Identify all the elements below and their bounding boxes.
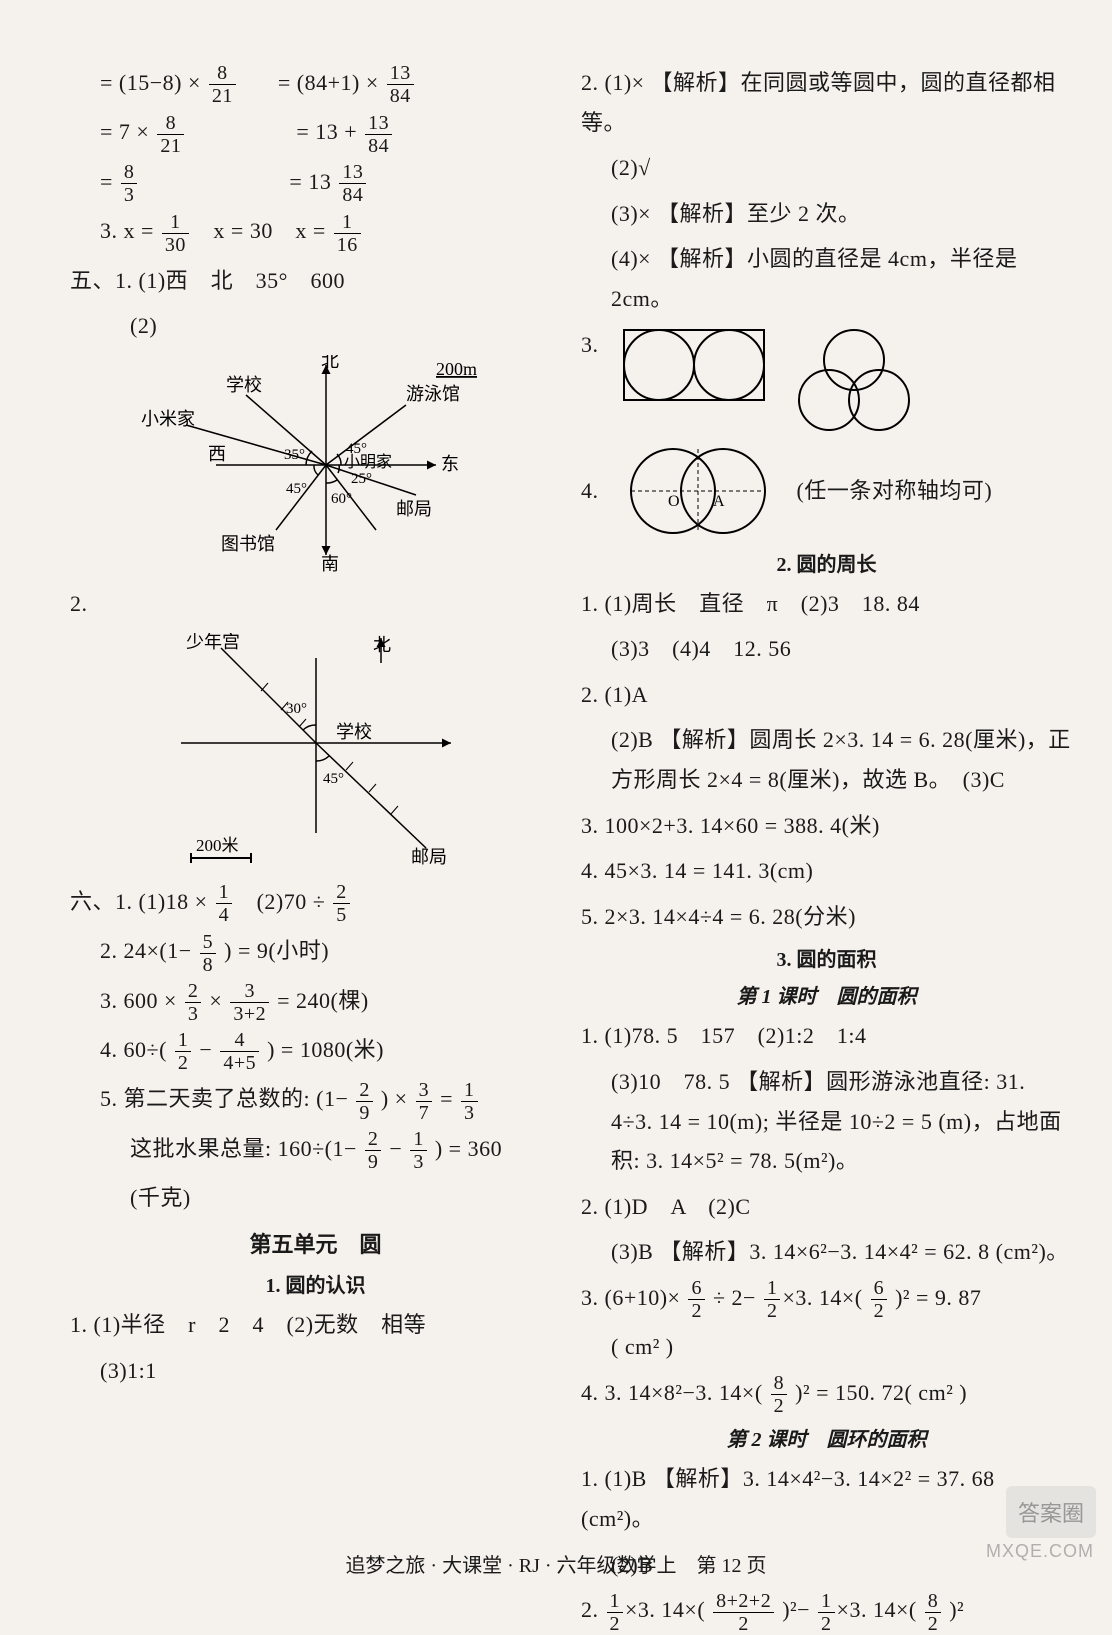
svg-text:东: 东	[441, 454, 459, 474]
svg-text:西: 西	[208, 444, 226, 464]
five-1: 五、1. (1)西 北 35° 600	[70, 261, 561, 301]
svg-text:邮局: 邮局	[411, 847, 447, 867]
svg-text:学校: 学校	[226, 375, 262, 395]
c3: 3. 100×2+3. 14×60 = 388. 4(米)	[581, 806, 1072, 846]
r3-row: 3.	[581, 325, 1072, 435]
u1-1b: (3)1:1	[70, 1351, 561, 1391]
watermark-text: MXQE.COM	[986, 1541, 1094, 1562]
svg-text:学校: 学校	[336, 722, 372, 742]
five-1b: (2)	[70, 306, 561, 346]
svg-text:30°: 30°	[286, 701, 307, 717]
a2-1: 2. (1)D A (2)C	[581, 1187, 1072, 1227]
svg-text:O: O	[668, 493, 680, 510]
a4: 4. 3. 14×8²−3. 14×( 82 )² = 150. 72( cm²…	[581, 1373, 1072, 1416]
svg-text:45°: 45°	[286, 481, 307, 497]
unit-5-title: 第五单元 圆	[70, 1227, 561, 1259]
r2-3: (3)× 【解析】至少 2 次。	[581, 194, 1072, 234]
watermark-badge: 答案圈	[1006, 1486, 1096, 1538]
r4-row: 4. O A (任一条对称轴均可)	[581, 441, 1072, 541]
sec-3a-title: 第 1 课时 圆的面积	[581, 980, 1072, 1009]
eq-row-3: = 83 = 13 1384	[70, 162, 561, 205]
eq-row-2: = 7 × 821 = 13 + 1384	[70, 112, 561, 155]
svg-text:200m: 200m	[436, 359, 477, 379]
vesica-diagram: O A	[613, 441, 783, 541]
c1-2: (3)3 (4)4 12. 56	[581, 629, 1072, 669]
a1-1: 1. (1)78. 5 157 (2)1:2 1:4	[581, 1016, 1072, 1056]
svg-text:图书馆: 图书馆	[221, 534, 275, 554]
left-column: = (15−8) × 821 = (84+1) × 1384 = 7 × 821…	[70, 60, 561, 1550]
svg-text:北: 北	[373, 635, 391, 655]
svg-text:60°: 60°	[331, 491, 352, 507]
q3: 3. x = 130 x = 30 x = 116	[70, 211, 561, 254]
sec-2-title: 2. 圆的周长	[581, 548, 1072, 577]
sec-1-title: 1. 圆的认识	[70, 1269, 561, 1298]
c5: 5. 2×3. 14×4÷4 = 6. 28(分米)	[581, 897, 1072, 937]
circles-in-rect-icon	[619, 325, 769, 405]
r4-note: (任一条对称轴均可)	[797, 471, 993, 511]
sec-3b-title: 第 2 课时 圆环的面积	[581, 1423, 1072, 1452]
a3b: ( cm² )	[581, 1327, 1072, 1367]
six-2: 2. 24×(1− 58 ) = 9(小时)	[70, 931, 561, 974]
svg-text:25°: 25°	[351, 471, 372, 487]
u1-1: 1. (1)半径 r 2 4 (2)无数 相等	[70, 1305, 561, 1345]
svg-text:邮局: 邮局	[396, 499, 432, 519]
c1-1: 1. (1)周长 直径 π (2)3 18. 84	[581, 584, 1072, 624]
b2: 2. 12×3. 14×( 8+2+22 )²− 12×3. 14×( 82 )…	[581, 1590, 1072, 1633]
r2-2: (2)√	[581, 148, 1072, 188]
three-circles-icon	[789, 325, 919, 435]
six-1: 六、1. (1)18 × 14 (2)70 ÷ 25	[70, 882, 561, 925]
svg-text:35°: 35°	[284, 447, 305, 463]
svg-text:200米: 200米	[196, 836, 239, 855]
six-5c: (千克)	[70, 1178, 561, 1218]
direction-diagram-1: 北 南 东 西 学校 小米家 游泳馆 小明家 邮局 图书馆 200m 35° 4…	[126, 355, 506, 575]
svg-text:少年宫: 少年宫	[186, 633, 240, 652]
c2-2: (2)B 【解析】圆周长 2×3. 14 = 6. 28(厘米)，正方形周长 2…	[581, 720, 1072, 799]
direction-diagram-2: 北 少年宫 学校 邮局 30° 45° 200米	[151, 633, 481, 873]
six-3: 3. 600 × 23 × 33+2 = 240(棵)	[70, 981, 561, 1024]
six-5b: 这批水果总量: 160÷(1− 29 − 13 ) = 360	[70, 1129, 561, 1172]
svg-text:小米家: 小米家	[141, 409, 195, 429]
page-footer: 追梦之旅 · 大课堂 · RJ · 六年级数学上 第 12 页	[0, 1549, 1112, 1578]
c2-1: 2. (1)A	[581, 675, 1072, 715]
a2-2: (3)B 【解析】3. 14×6²−3. 14×4² = 62. 8 (cm²)…	[581, 1232, 1072, 1272]
svg-text:45°: 45°	[323, 771, 344, 787]
c4: 4. 45×3. 14 = 141. 3(cm)	[581, 851, 1072, 891]
svg-text:A: A	[713, 493, 725, 510]
svg-text:游泳馆: 游泳馆	[406, 384, 460, 404]
r2-1: 2. (1)× 【解析】在同圆或等圆中，圆的直径都相等。	[581, 63, 1072, 142]
r2-4: (4)× 【解析】小圆的直径是 4cm，半径是 2cm。	[581, 239, 1072, 318]
right-column: 2. (1)× 【解析】在同圆或等圆中，圆的直径都相等。 (2)√ (3)× 【…	[581, 60, 1072, 1550]
a3: 3. (6+10)× 62 ÷ 2− 12×3. 14×( 62 )² = 9.…	[581, 1278, 1072, 1321]
a1-2: (3)10 78. 5 【解析】圆形游泳池直径: 31. 4÷3. 14 = 1…	[581, 1062, 1072, 1181]
six-5: 5. 第二天卖了总数的: (1− 29 ) × 37 = 13	[70, 1079, 561, 1122]
svg-text:北: 北	[321, 355, 339, 371]
b1-1: 1. (1)B 【解析】3. 14×4²−3. 14×2² = 37. 68 (…	[581, 1459, 1072, 1538]
eq-row-1: = (15−8) × 821 = (84+1) × 1384	[70, 63, 561, 106]
two-label: 2.	[70, 584, 561, 624]
sec-3-title: 3. 圆的面积	[581, 943, 1072, 972]
svg-text:45°: 45°	[346, 441, 367, 457]
svg-text:南: 南	[321, 554, 339, 574]
six-4: 4. 60÷( 12 − 44+5 ) = 1080(米)	[70, 1030, 561, 1073]
